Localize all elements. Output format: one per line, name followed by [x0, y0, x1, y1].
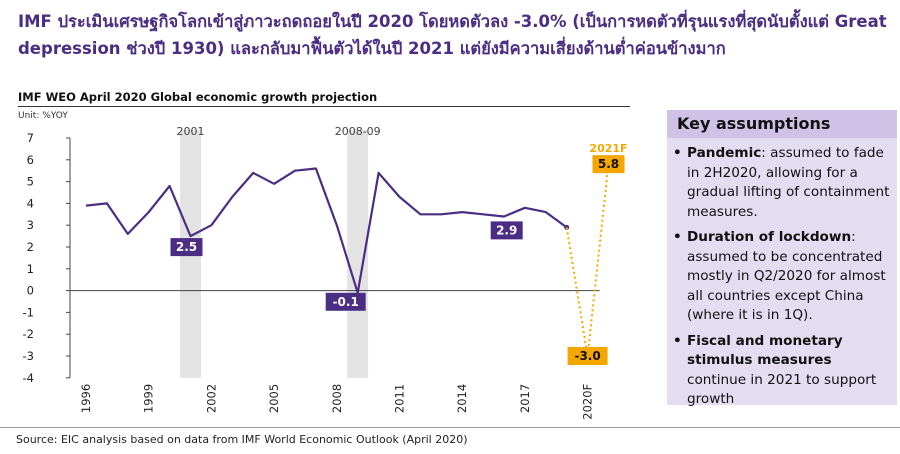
bullet-icon: • — [673, 145, 682, 161]
y-tick-label: 7 — [27, 131, 34, 145]
x-tick-label: 2014 — [455, 384, 469, 413]
forecast-label: 5.8 — [598, 157, 619, 171]
shaded-period-label: 2008-09 — [335, 125, 381, 138]
assumption-head: Pandemic — [687, 145, 762, 161]
value-label-box — [325, 292, 366, 311]
forecast-line-2021 — [586, 164, 610, 357]
assumption-head: Duration of lockdown — [687, 229, 852, 245]
y-tick-label: -4 — [23, 371, 34, 385]
y-tick-label: 1 — [27, 262, 34, 276]
bullet-icon: • — [673, 332, 682, 349]
y-tick-label: -1 — [23, 305, 34, 319]
y-tick-label: 5 — [27, 175, 34, 189]
x-tick-label: 2005 — [267, 384, 281, 413]
value-label: 2.5 — [176, 240, 197, 254]
assumption-lockdown: • Duration of lockdown: assumed to be co… — [673, 228, 895, 326]
x-tick-label: 2011 — [393, 384, 407, 413]
x-tick-label: 2008 — [330, 384, 344, 413]
value-label-box — [170, 238, 203, 257]
forecast-label: -3.0 — [574, 349, 600, 363]
forecast-line-2020 — [565, 227, 589, 357]
unit-label: Unit: %YOY — [18, 111, 68, 121]
value-label: -0.1 — [333, 295, 359, 309]
shaded-period-label: 2001 — [177, 125, 205, 138]
y-tick-label: -2 — [23, 327, 34, 341]
key-assumptions-title: Key assumptions — [667, 110, 897, 138]
assumption-text: : assumed to fade in 2H2020, allowing fo… — [687, 145, 890, 220]
bullet-icon: • — [673, 229, 682, 245]
forecast-label-box — [567, 347, 608, 365]
assumption-text: : assumed to be concentrated mostly in Q… — [687, 229, 886, 323]
footer-divider — [0, 427, 900, 428]
shaded-period — [347, 130, 369, 378]
title-divider — [18, 106, 630, 107]
x-tick-label: 2002 — [204, 384, 218, 413]
y-tick-label: 2 — [27, 240, 34, 254]
x-tick-label: 2017 — [518, 384, 532, 413]
y-tick-label: 0 — [27, 284, 34, 298]
value-label-box — [490, 221, 523, 240]
assumption-head: Fiscal and monetary stimulus measures — [687, 332, 843, 369]
y-tick-label: 3 — [27, 218, 34, 232]
value-label: 2.9 — [496, 223, 517, 237]
chart-title: IMF WEO April 2020 Global economic growt… — [18, 90, 378, 104]
assumption-stimulus: • Fiscal and monetary stimulus measures … — [673, 332, 895, 410]
forecast-label-box — [592, 155, 625, 174]
forecast-year-label: 2021F — [589, 142, 627, 155]
x-tick-label: 2020F — [581, 384, 595, 420]
assumption-pandemic: • Pandemic: assumed to fade in 2H2020, a… — [673, 144, 895, 222]
x-tick-label: 1996 — [79, 384, 93, 413]
y-tick-label: 4 — [27, 196, 34, 210]
source-note: Source: EIC analysis based on data from … — [16, 433, 468, 446]
y-tick-label: 6 — [27, 153, 34, 167]
key-assumptions-panel: Key assumptions • Pandemic: assumed to f… — [667, 110, 897, 407]
assumption-text: continue in 2021 to support growth — [687, 371, 877, 408]
y-tick-label: -3 — [23, 349, 34, 363]
headline: IMF ประเมินเศรษฐกิจโลกเข้าสู่ภาวะถดถอยใน… — [18, 12, 887, 58]
series-line — [85, 167, 568, 294]
key-assumptions-list: • Pandemic: assumed to fade in 2H2020, a… — [673, 144, 895, 416]
x-tick-label: 1999 — [142, 384, 156, 413]
